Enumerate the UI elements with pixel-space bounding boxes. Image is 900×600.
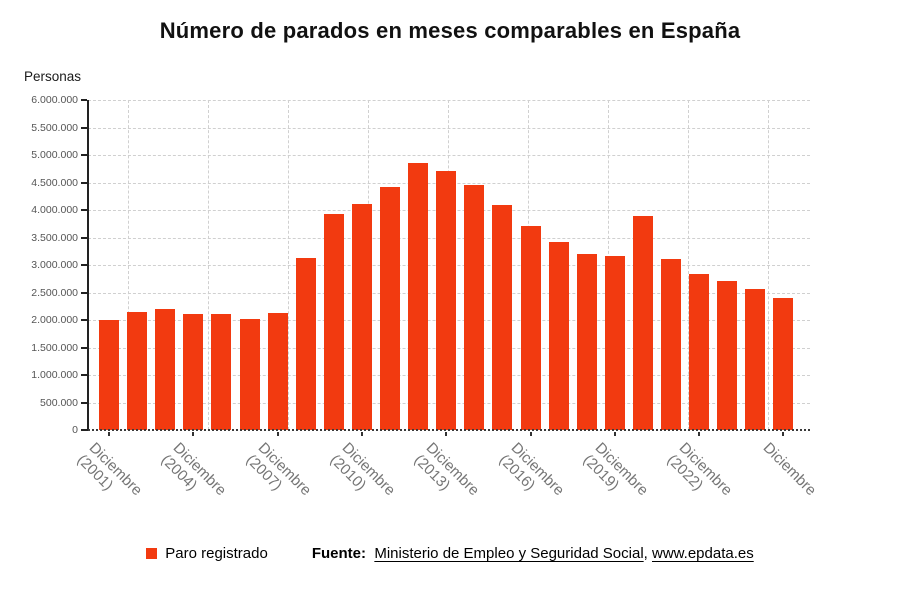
y-axis-tick bbox=[81, 236, 87, 239]
bar-diciembre-2011[interactable] bbox=[380, 187, 400, 430]
x-axis-label-2016: Diciembre (2016) bbox=[495, 439, 567, 511]
source-separator: , bbox=[643, 545, 652, 562]
x-axis-tick bbox=[529, 432, 532, 436]
y-axis-label: 5.500.000 bbox=[31, 121, 78, 134]
y-axis-unit-label: Personas bbox=[24, 69, 82, 84]
x-axis-tick bbox=[360, 432, 363, 436]
y-axis-tick bbox=[81, 264, 87, 266]
bar-diciembre-2015[interactable] bbox=[492, 205, 513, 430]
y-axis-label: 5.000.000 bbox=[31, 149, 78, 161]
page-title: Número de parados en meses comparables e… bbox=[159, 18, 741, 43]
y-axis-label: 4.000.000 bbox=[31, 204, 78, 216]
y-axis-tick bbox=[81, 126, 87, 129]
bar-diciembre-2017[interactable] bbox=[548, 242, 569, 430]
y-axis-tick bbox=[81, 99, 87, 101]
chart-footer: Paro registrado Fuente: Ministerio de Em… bbox=[0, 545, 900, 562]
source-ministry-link[interactable]: Ministerio de Empleo y Seguridad Social bbox=[374, 545, 644, 562]
y-axis-tick bbox=[81, 429, 87, 431]
y-axis-label: 1.500.000 bbox=[31, 341, 78, 354]
bar-diciembre-2022[interactable] bbox=[689, 274, 710, 430]
y-axis-label: 500.000 bbox=[40, 396, 78, 409]
x-axis-tick bbox=[782, 432, 785, 436]
x-gridline bbox=[128, 100, 129, 430]
legend-label: Paro registrado bbox=[165, 545, 268, 562]
bar-diciembre-2025[interactable] bbox=[773, 298, 794, 430]
y-axis-label: 0 bbox=[72, 424, 78, 436]
x-gridline bbox=[208, 100, 209, 430]
x-axis-tick bbox=[613, 432, 616, 436]
legend-item-paro-registrado[interactable]: Paro registrado bbox=[146, 545, 268, 562]
source-epdata-link[interactable]: www.epdata.es bbox=[652, 545, 754, 562]
y-axis-label: 2.500.000 bbox=[31, 286, 78, 299]
bar-diciembre-2016[interactable] bbox=[520, 226, 541, 430]
x-gridline bbox=[688, 100, 689, 430]
y-axis-label: 3.000.000 bbox=[31, 259, 78, 271]
y-axis-label: 2.000.000 bbox=[31, 314, 78, 326]
x-axis-label-2022: Diciembre (2022) bbox=[663, 439, 736, 511]
bar-diciembre-2013[interactable] bbox=[436, 171, 457, 430]
bar-diciembre-2002[interactable] bbox=[127, 312, 148, 430]
x-axis-tick bbox=[108, 432, 110, 436]
bar-diciembre-2019[interactable] bbox=[604, 256, 625, 430]
bar-diciembre-2010[interactable] bbox=[351, 204, 372, 430]
y-axis-tick bbox=[81, 346, 87, 349]
x-axis-label-2010: Diciembre (2010) bbox=[326, 439, 399, 511]
legend-marker-icon bbox=[146, 548, 158, 559]
y-axis-label: 1.000.000 bbox=[31, 369, 78, 381]
x-axis-label-month: Diciembre bbox=[760, 439, 820, 500]
bar-diciembre-2006[interactable] bbox=[239, 319, 260, 430]
x-gridline bbox=[288, 100, 289, 430]
bar-diciembre-2004[interactable] bbox=[183, 314, 204, 430]
bar-diciembre-2024[interactable] bbox=[745, 289, 766, 430]
bar-diciembre-2005[interactable] bbox=[211, 314, 232, 430]
y-axis-tick bbox=[81, 401, 87, 404]
x-axis-label-2004: Diciembre (2004) bbox=[158, 439, 230, 511]
y-axis-label: 6.000.000 bbox=[31, 94, 78, 106]
x-axis-label-2013: Diciembre (2013) bbox=[410, 439, 483, 511]
y-axis-tick bbox=[81, 209, 87, 211]
y-axis-tick bbox=[81, 181, 87, 184]
bar-diciembre-2021[interactable] bbox=[661, 259, 681, 430]
x-axis-tick bbox=[276, 432, 279, 436]
y-axis-line bbox=[87, 100, 89, 431]
x-axis-tick bbox=[445, 432, 448, 436]
bar-diciembre-2012[interactable] bbox=[408, 163, 429, 430]
x-axis-label-2007: Diciembre (2007) bbox=[242, 439, 314, 511]
y-axis-label: 3.500.000 bbox=[31, 231, 78, 244]
x-gridline bbox=[768, 100, 769, 430]
plot-area: 6.000.000 5.500.000 5.000.000 4.500.000 4.00… bbox=[31, 94, 820, 499]
y-axis-tick bbox=[81, 319, 87, 321]
bar-diciembre-2009[interactable] bbox=[323, 214, 344, 430]
bar-diciembre-2014[interactable] bbox=[464, 185, 485, 430]
bar-diciembre-2003[interactable] bbox=[155, 309, 176, 430]
source-line: Fuente: Ministerio de Empleo y Seguridad… bbox=[312, 545, 754, 562]
x-axis-tick bbox=[698, 432, 701, 436]
x-axis-label-last: Diciembre bbox=[760, 439, 820, 500]
bar-diciembre-2008[interactable] bbox=[295, 258, 316, 430]
x-axis-tick bbox=[192, 432, 195, 436]
y-axis-tick bbox=[81, 291, 87, 294]
y-gridline bbox=[88, 155, 810, 156]
y-axis-tick bbox=[81, 154, 87, 156]
bar-diciembre-2023[interactable] bbox=[717, 281, 738, 430]
x-axis-label-2019: Diciembre (2019) bbox=[579, 439, 652, 511]
y-gridline bbox=[88, 127, 810, 129]
bar-diciembre-2007[interactable] bbox=[267, 313, 288, 430]
y-gridline bbox=[88, 100, 810, 101]
bar-diciembre-2018[interactable] bbox=[576, 254, 597, 430]
x-axis-label-2001: Diciembre (2001) bbox=[73, 439, 146, 511]
x-axis-line bbox=[88, 429, 810, 431]
bar-diciembre-2001[interactable] bbox=[99, 320, 119, 430]
y-axis-tick bbox=[81, 374, 87, 376]
source-prefix: Fuente: bbox=[311, 545, 366, 562]
y-axis-label: 4.500.000 bbox=[31, 176, 78, 189]
bar-diciembre-2020[interactable] bbox=[632, 216, 653, 430]
